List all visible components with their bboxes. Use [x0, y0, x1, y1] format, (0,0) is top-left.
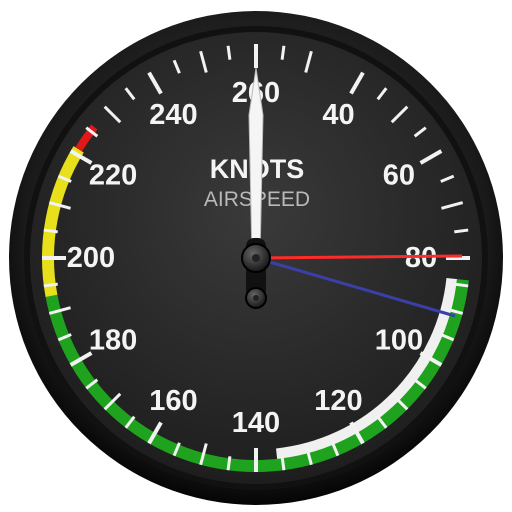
scale-label-200: 200	[67, 242, 115, 274]
scale-labels: 406080100120140160180200220240260	[67, 77, 437, 439]
scale-tick	[43, 282, 58, 288]
scale-tick	[147, 71, 163, 95]
scale-tick	[172, 59, 181, 74]
scale-tick	[419, 149, 443, 165]
scale-label-240: 240	[149, 99, 197, 131]
scale-tick	[331, 442, 340, 457]
scale-tick	[69, 351, 93, 367]
scale-tick	[280, 456, 286, 471]
scale-tick	[413, 378, 427, 390]
scale-tick	[226, 45, 232, 60]
scale-tick	[147, 421, 163, 445]
scale-label-220: 220	[89, 160, 137, 192]
scale-label-180: 180	[89, 325, 137, 357]
scale-tick	[349, 71, 365, 95]
scale-tick	[454, 228, 469, 234]
scale-tick	[199, 443, 208, 466]
red-reference-bug	[255, 254, 463, 260]
scale-label-100: 100	[375, 325, 423, 357]
scale-tick	[440, 333, 455, 342]
scale-tick	[199, 50, 208, 73]
scale-tick	[304, 50, 313, 73]
scale-tick	[85, 126, 99, 138]
red-line	[75, 124, 98, 152]
scale-tick	[124, 415, 136, 429]
scale-tick	[390, 392, 409, 411]
scale-tick	[57, 174, 72, 183]
scale-tick	[172, 442, 181, 457]
scale-tick	[48, 201, 71, 210]
scale-tick	[226, 456, 232, 471]
blue-reference-bug	[255, 256, 456, 318]
scale-tick	[440, 174, 455, 183]
scale-tick	[280, 45, 286, 60]
scale-tick	[57, 333, 72, 342]
scale-tick	[85, 378, 99, 390]
counterweight-center	[253, 295, 259, 301]
scale-tick	[376, 415, 388, 429]
scale-tick	[441, 201, 464, 210]
scale-tick	[103, 392, 122, 411]
scale-tick	[124, 87, 136, 101]
scale-label-140: 140	[232, 407, 280, 439]
needle-hub-center	[252, 254, 260, 262]
scale-tick	[43, 228, 58, 234]
scale-tick	[376, 87, 388, 101]
scale-label-120: 120	[314, 385, 362, 417]
scale-tick	[454, 282, 469, 288]
scale-tick	[48, 306, 71, 315]
scale-tick	[349, 421, 365, 445]
scale-label-40: 40	[322, 99, 354, 131]
green-arc	[45, 279, 469, 472]
scale-tick	[441, 306, 464, 315]
scale-tick	[390, 105, 409, 124]
scale-label-160: 160	[149, 385, 197, 417]
scale-ticks	[42, 44, 470, 472]
scale-tick	[103, 105, 122, 124]
scale-tick	[304, 443, 313, 466]
scale-label-60: 60	[383, 160, 415, 192]
scale-tick	[413, 126, 427, 138]
scale-tick	[69, 149, 93, 165]
scale-tick	[419, 351, 443, 367]
yellow-arc	[42, 146, 84, 297]
